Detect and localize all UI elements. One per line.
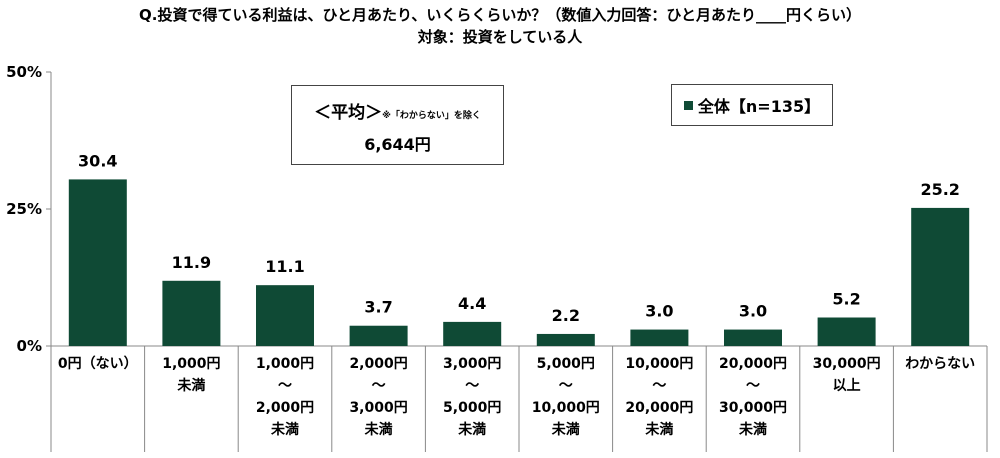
x-tick-label: ～ xyxy=(372,378,386,394)
bar xyxy=(536,333,595,346)
x-tick-label: ～ xyxy=(746,378,760,394)
x-tick-label: 20,000円 xyxy=(625,400,693,416)
x-tick-label: 以上 xyxy=(833,378,861,394)
bar xyxy=(443,321,502,346)
x-tick-label: 2,000円 xyxy=(256,400,314,416)
x-tick-label: 10,000円 xyxy=(625,356,693,372)
data-label: 11.1 xyxy=(265,257,304,276)
average-box: ＜平均＞※「わからない」を除く 6,644円 xyxy=(291,85,504,165)
bar xyxy=(162,280,221,346)
legend-label: 全体【n=135】 xyxy=(697,97,821,116)
data-label: 5.2 xyxy=(832,290,860,309)
x-tick-label: 0円（ない） xyxy=(58,356,138,372)
data-label: 2.2 xyxy=(552,306,580,325)
x-tick-label: 1,000円 xyxy=(162,356,220,372)
x-tick-label: 未満 xyxy=(271,421,299,438)
data-label: 30.4 xyxy=(78,151,117,170)
average-value: 6,644円 xyxy=(364,135,431,154)
bar xyxy=(630,329,689,346)
x-tick-label: ～ xyxy=(559,378,573,394)
x-tick-label: 3,000円 xyxy=(349,400,407,416)
x-tick-label: 未満 xyxy=(739,421,767,438)
bar xyxy=(911,207,970,346)
y-tick-label: 25% xyxy=(6,200,42,218)
data-label: 25.2 xyxy=(920,180,959,199)
bar xyxy=(68,179,127,346)
data-label: 4.4 xyxy=(458,294,486,313)
bar xyxy=(817,317,876,346)
x-tick-label: 未満 xyxy=(177,377,205,394)
x-tick-label: 未満 xyxy=(645,421,673,438)
x-tick-label: 5,000円 xyxy=(537,356,595,372)
x-tick-label: ～ xyxy=(652,378,666,394)
bar xyxy=(349,325,408,346)
x-tick-label: 30,000円 xyxy=(719,400,787,416)
x-tick-label: 5,000円 xyxy=(443,400,501,416)
chart-subtitle: 対象：投資をしている人 xyxy=(417,28,583,46)
bar xyxy=(256,285,314,346)
x-tick-label: 30,000円 xyxy=(813,356,881,372)
data-label: 3.7 xyxy=(364,298,392,317)
average-note: ※「わからない」を除く xyxy=(382,111,481,121)
legend-swatch xyxy=(683,100,693,110)
x-tick-label: 3,000円 xyxy=(443,356,501,372)
bar xyxy=(724,329,782,346)
data-label: 3.0 xyxy=(645,302,673,321)
x-tick-label: 1,000円 xyxy=(256,356,314,372)
data-label: 11.9 xyxy=(172,253,211,272)
legend: 全体【n=135】 xyxy=(671,84,833,126)
x-tick-label: わからない xyxy=(905,356,975,372)
y-tick-label: 50% xyxy=(6,63,42,81)
x-tick-label: ～ xyxy=(465,378,479,394)
average-label: ＜平均＞ xyxy=(314,103,383,123)
x-tick-label: 未満 xyxy=(552,421,580,438)
y-tick-label: 0% xyxy=(17,337,42,355)
x-tick-label: 20,000円 xyxy=(719,356,787,372)
x-tick-label: 未満 xyxy=(458,421,486,438)
chart-title: Q.投資で得ている利益は、ひと月あたり、いくらくらいか？（数値入力回答：ひと月あ… xyxy=(139,6,861,24)
x-tick-label: ～ xyxy=(278,378,292,394)
x-tick-label: 未満 xyxy=(365,421,393,438)
x-tick-label: 2,000円 xyxy=(349,356,407,372)
x-tick-label: 10,000円 xyxy=(532,400,600,416)
data-label: 3.0 xyxy=(739,302,767,321)
